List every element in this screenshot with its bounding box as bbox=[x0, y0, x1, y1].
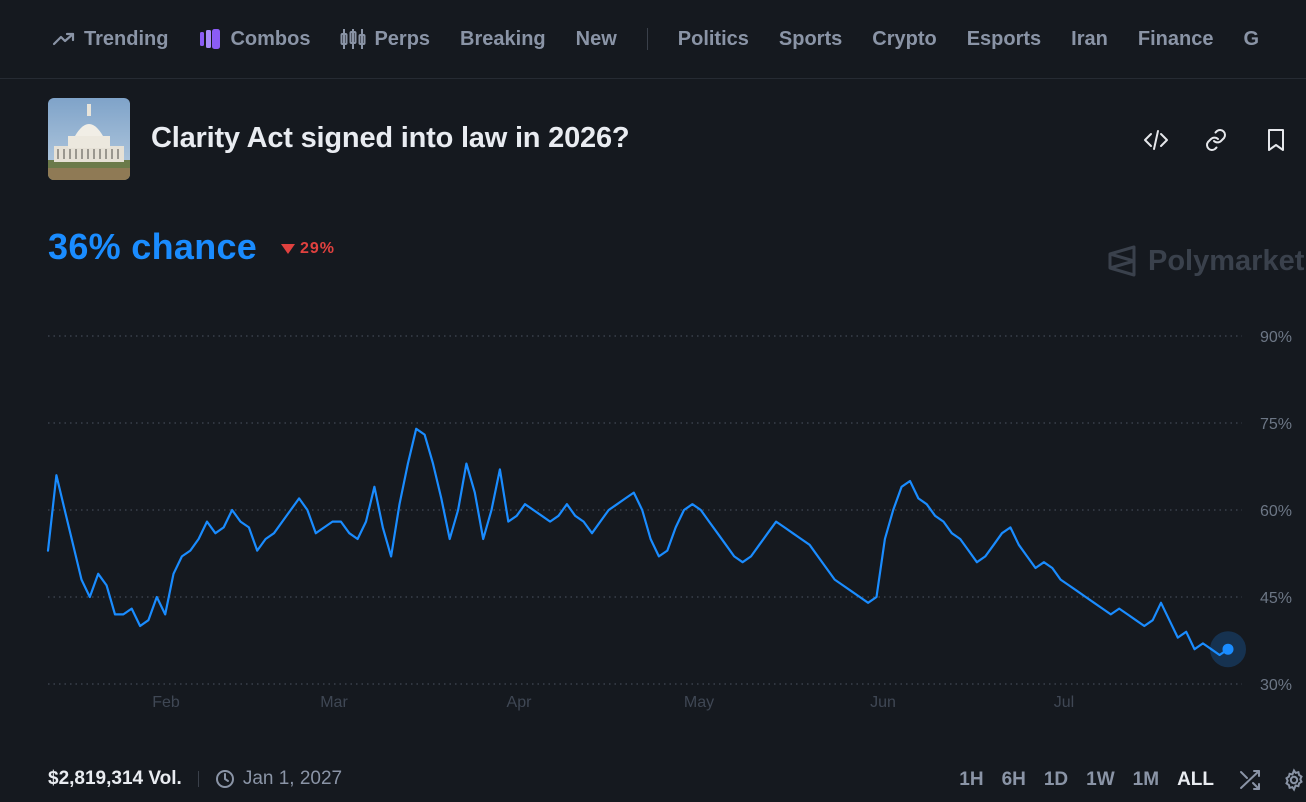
volume: $2,819,314 Vol. bbox=[48, 768, 182, 789]
x-tick-label: Feb bbox=[152, 694, 180, 711]
bookmark-button[interactable] bbox=[1261, 125, 1291, 155]
x-tick-label: Jul bbox=[1054, 694, 1074, 711]
chance-value: 36% chance bbox=[48, 226, 258, 267]
x-tick-label: Mar bbox=[320, 694, 348, 711]
y-tick-label: 60% bbox=[1260, 503, 1292, 520]
trending-icon bbox=[52, 31, 76, 47]
gear-icon bbox=[1285, 768, 1303, 792]
nav-item-label: Sports bbox=[778, 27, 843, 50]
nav-item-label: Breaking bbox=[460, 27, 546, 50]
nav-item-combos[interactable]: Combos bbox=[198, 28, 310, 51]
x-tick-label: May bbox=[684, 694, 714, 711]
y-tick-label: 45% bbox=[1260, 590, 1292, 607]
x-tick-label: Apr bbox=[507, 694, 533, 711]
combos-icon bbox=[198, 28, 222, 50]
copy-link-button[interactable] bbox=[1201, 125, 1231, 155]
range-all[interactable]: ALL bbox=[1177, 769, 1214, 790]
top-nav: Trending Combos Perps Breaking New Polit… bbox=[0, 0, 1306, 79]
nav-item-label: Perps bbox=[374, 27, 431, 50]
perps-icon bbox=[340, 27, 366, 51]
y-tick-label: 75% bbox=[1260, 416, 1292, 433]
end-date: Jan 1, 2027 bbox=[215, 768, 342, 790]
chart-grid bbox=[48, 335, 1242, 685]
nav-item-new[interactable]: New bbox=[576, 28, 617, 51]
triangle-down-icon bbox=[281, 243, 295, 254]
probability-line bbox=[46, 427, 1230, 657]
nav-item-label: Finance bbox=[1137, 27, 1214, 50]
x-axis: Feb Mar Apr May Jun Jul bbox=[152, 694, 1074, 711]
change-value: 29% bbox=[300, 240, 336, 257]
x-tick-label: Jun bbox=[870, 694, 896, 711]
nav-item-label: Crypto bbox=[872, 27, 937, 50]
nav-item-label: New bbox=[575, 27, 617, 50]
polymarket-logo-icon bbox=[1108, 245, 1136, 277]
nav-item-label: Esports bbox=[966, 27, 1042, 50]
nav-item-finance[interactable]: Finance bbox=[1138, 28, 1214, 51]
clock-icon bbox=[215, 770, 234, 788]
y-tick-label: 30% bbox=[1260, 677, 1292, 694]
bookmark-icon bbox=[1268, 129, 1284, 151]
market-footer: $2,819,314 Vol. Jan 1, 2027 bbox=[48, 768, 342, 790]
nav-item-label: G bbox=[1243, 27, 1259, 50]
nav-item-esports[interactable]: Esports bbox=[967, 28, 1041, 51]
nav-divider bbox=[646, 28, 648, 50]
price-chart[interactable]: 90% 75% 60% 45% 30% Feb Mar Apr May Jun Jul bbox=[0, 300, 1306, 720]
current-point bbox=[1222, 643, 1234, 655]
nav-item-iran[interactable]: Iran bbox=[1071, 28, 1108, 51]
y-axis: 90% 75% 60% 45% 30% bbox=[1260, 329, 1292, 694]
end-date-text: Jan 1, 2027 bbox=[242, 768, 343, 789]
nav-item-label: Combos bbox=[230, 27, 311, 50]
embed-button[interactable] bbox=[1141, 125, 1171, 155]
y-tick-label: 90% bbox=[1260, 329, 1292, 346]
range-1h[interactable]: 1H bbox=[959, 769, 984, 790]
nav-item-g[interactable]: G bbox=[1243, 28, 1259, 51]
nav-item-label: Iran bbox=[1071, 27, 1108, 50]
nav-item-label: Politics bbox=[677, 27, 749, 50]
nav-item-breaking[interactable]: Breaking bbox=[460, 28, 546, 51]
time-range-selector: 1H 6H 1D 1W 1M ALL bbox=[959, 768, 1306, 792]
range-1d[interactable]: 1D bbox=[1043, 769, 1069, 790]
compare-button[interactable] bbox=[1238, 769, 1262, 791]
nav-item-label: Trending bbox=[84, 27, 169, 50]
watermark-text: Polymarket bbox=[1148, 244, 1305, 277]
range-1w[interactable]: 1W bbox=[1086, 769, 1115, 790]
range-6h[interactable]: 6H bbox=[1001, 769, 1026, 790]
nav-item-crypto[interactable]: Crypto bbox=[872, 28, 936, 51]
nav-item-perps[interactable]: Perps bbox=[340, 27, 430, 51]
footer-divider bbox=[197, 771, 199, 787]
settings-button[interactable] bbox=[1282, 768, 1306, 792]
polymarket-watermark: Polymarket bbox=[1106, 244, 1304, 278]
shuffle-icon bbox=[1240, 770, 1260, 790]
code-icon bbox=[1144, 130, 1168, 150]
market-thumbnail bbox=[48, 98, 130, 180]
change-badge: 29% bbox=[281, 240, 335, 258]
nav-item-sports[interactable]: Sports bbox=[779, 28, 842, 51]
link-icon bbox=[1206, 129, 1226, 151]
market-title: Clarity Act signed into law in 2026? bbox=[151, 122, 630, 154]
range-1m[interactable]: 1M bbox=[1132, 769, 1160, 790]
nav-item-politics[interactable]: Politics bbox=[678, 28, 749, 51]
nav-item-trending[interactable]: Trending bbox=[52, 28, 168, 51]
